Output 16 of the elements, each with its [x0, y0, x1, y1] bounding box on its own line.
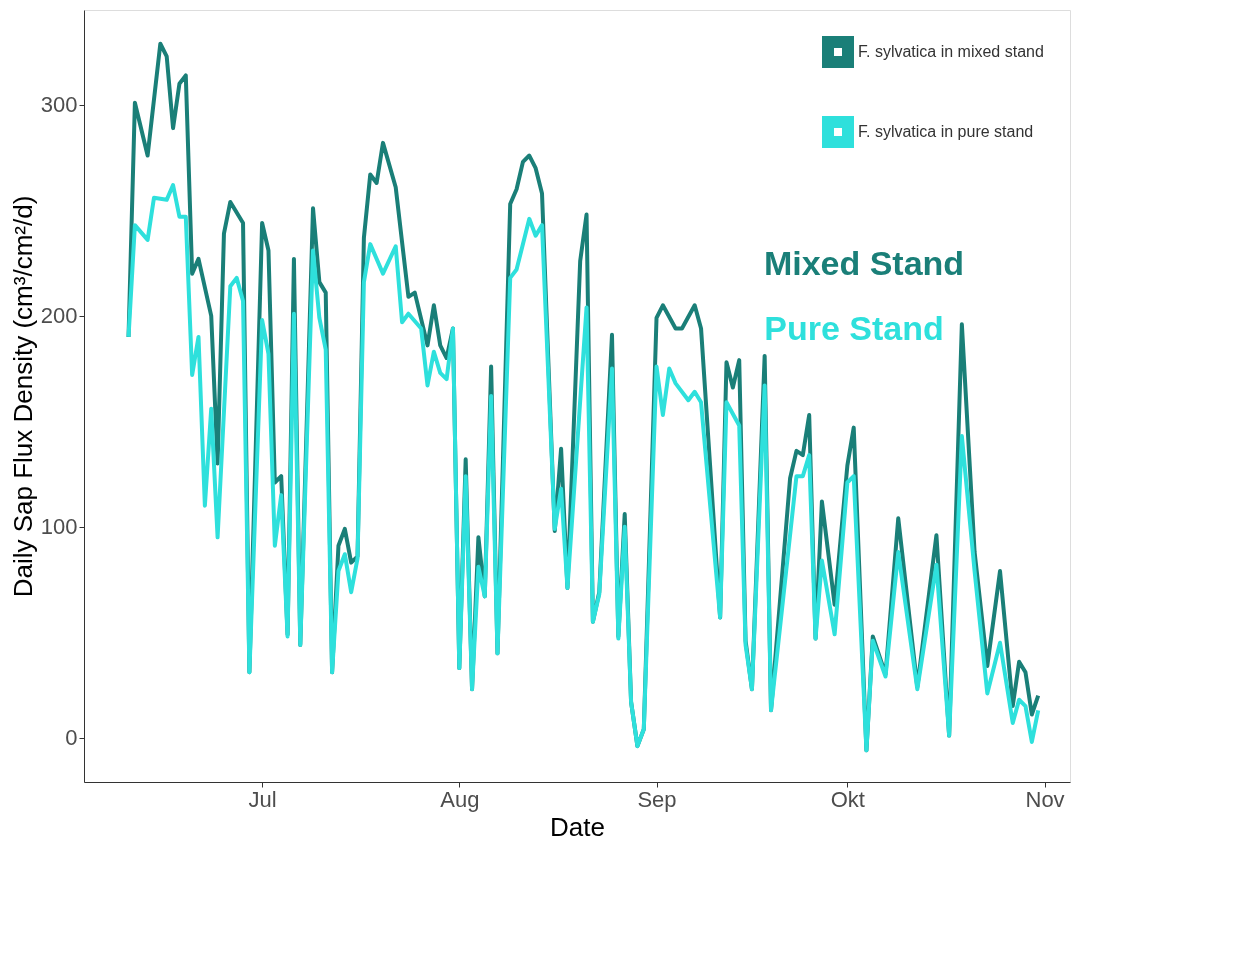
y-tick-label: 100: [40, 514, 78, 540]
x-tick-label: Okt: [830, 786, 865, 812]
y-tick-label: 0: [65, 725, 78, 751]
x-tick-label: Jul: [248, 786, 277, 812]
y-tick-label: 300: [40, 92, 78, 118]
y-axis-title: Daily Sap Flux Density (cm³/cm²/d): [7, 195, 38, 598]
x-tick-label: Nov: [1025, 786, 1065, 812]
annotation: Pure Stand: [764, 309, 944, 347]
x-tick-label: Aug: [440, 786, 480, 812]
x-tick-label: Sep: [637, 786, 677, 812]
legend-label: F. sylvatica in pure stand: [858, 123, 1034, 140]
line-series: [126, 183, 1041, 753]
annotation: Mixed Stand: [763, 244, 965, 282]
legend-label: F. sylvatica in mixed stand: [858, 43, 1044, 60]
y-tick-label: 200: [40, 303, 78, 329]
x-axis-title: Date: [550, 811, 605, 842]
